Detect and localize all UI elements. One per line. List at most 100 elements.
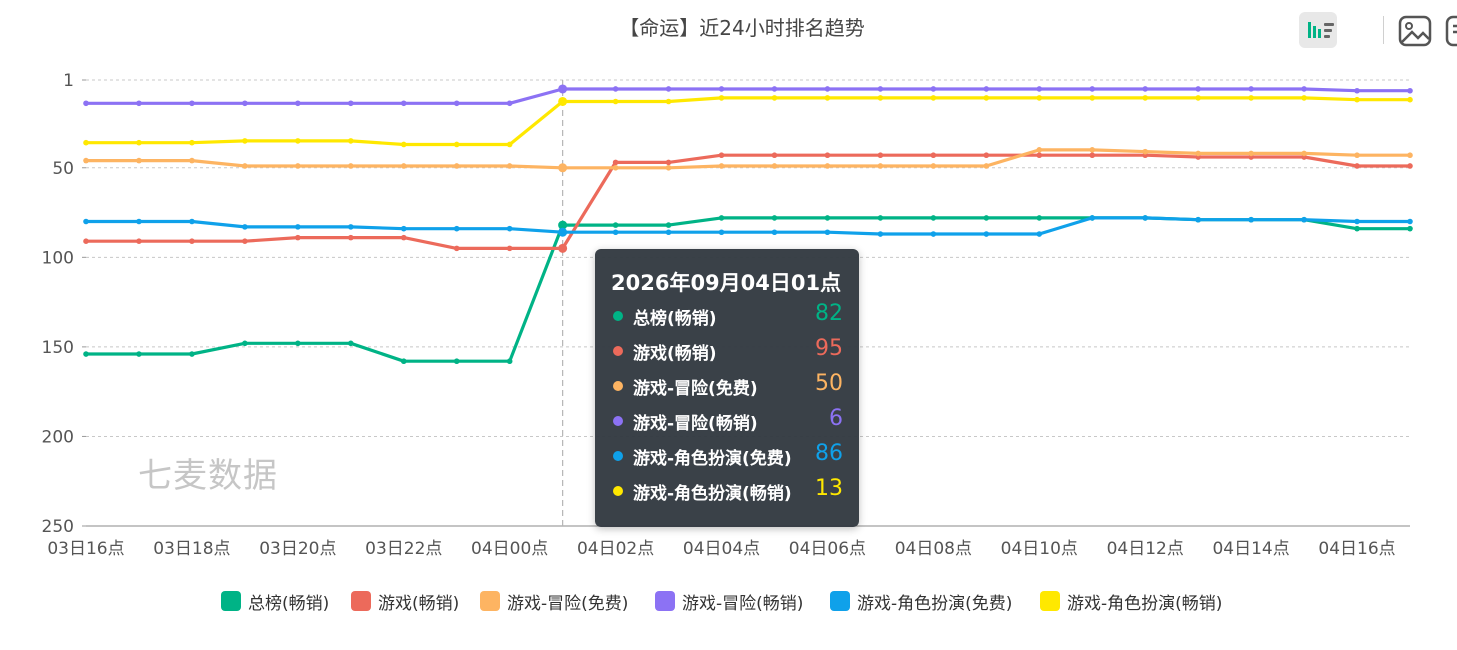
tooltip-series-name: 总榜(畅销) [633,309,717,329]
data-point [665,98,672,105]
data-point [877,152,884,159]
series-line [84,96,1412,147]
data-point [400,100,407,107]
data-point [1407,225,1413,232]
data-point [665,159,672,166]
data-point [83,238,89,245]
data-point [718,163,725,169]
data-point [506,163,513,169]
data-point [506,225,513,232]
data-point [1354,225,1360,232]
watermark: 七麦数据 [138,456,278,496]
data-point [771,95,778,101]
data-point [718,229,725,236]
save-image-icon [1398,15,1432,47]
tooltip-series-name: 游戏-冒险(免费) [633,379,758,399]
x-tick-label: 03日22点 [365,539,442,559]
legend-swatch [351,591,371,611]
data-point [242,340,248,347]
data-point [824,215,831,221]
legend-label: 游戏-角色扮演(畅销) [1067,594,1223,614]
data-point [400,163,407,169]
legend: 总榜(畅销) 游戏(畅销) 游戏-冒险(免费) 游戏-冒险(畅销) 游戏-角色扮… [0,588,1457,614]
data-point [824,163,831,169]
data-point [1195,95,1201,101]
legend-swatch [480,591,500,611]
data-point [718,215,725,221]
data-point [400,234,407,241]
data-view-button[interactable] [1441,12,1457,48]
legend-label: 总榜(畅销) [248,594,330,614]
data-point [400,225,407,232]
x-tick-label: 04日10点 [1001,539,1078,559]
legend-swatch [221,591,241,611]
data-point [295,224,301,230]
y-tick-label: 50 [52,159,74,179]
data-point [348,163,354,169]
save-image-button[interactable] [1397,12,1435,48]
data-point [771,86,778,92]
data-point [930,86,937,92]
legend-label: 游戏-角色扮演(免费) [857,594,1013,614]
data-point [506,358,513,365]
data-point [930,95,937,101]
data-point [453,245,460,252]
bar-line-toggle-button[interactable] [1299,12,1337,48]
data-point [295,340,301,347]
tooltip-row: 游戏(畅销) 95 [611,336,843,367]
y-tick-label: 200 [42,427,74,447]
data-point [1248,86,1254,92]
data-point [189,139,195,146]
data-point [612,164,619,171]
data-point [348,234,354,241]
data-point [189,218,195,225]
data-point [930,152,937,159]
x-tick-label: 04日08点 [895,539,972,559]
x-tick-label: 04日16点 [1318,539,1395,559]
data-point [771,163,778,169]
x-tick-label: 03日16点 [47,539,124,559]
data-point [136,218,142,225]
tooltip-series-value: 6 [829,406,843,431]
data-point [771,215,778,221]
data-point [1407,152,1413,159]
data-point [877,163,884,169]
data-point [1248,95,1254,101]
tooltip-series-name: 游戏-角色扮演(畅销) [633,484,792,504]
data-point [189,100,195,107]
data-point [1089,147,1096,153]
data-point [718,86,725,92]
data-point [295,234,301,241]
series-dot [613,381,623,391]
y-tick-label: 150 [42,338,74,358]
data-point [665,86,672,92]
y-tick-label: 100 [42,248,74,268]
data-point [1142,215,1148,221]
data-point [771,229,778,236]
tooltip-row: 游戏-角色扮演(畅销) 13 [611,476,843,507]
data-point [348,340,354,347]
data-point [983,152,990,159]
toolbar-separator [1383,16,1384,44]
data-point [1036,86,1043,92]
data-point [1036,147,1043,153]
tooltip-series-value: 86 [815,441,843,466]
data-point [558,243,568,253]
data-point [400,141,407,148]
data-point [83,351,89,357]
data-point [983,86,990,92]
tooltip: 2026年09月04日01点 总榜(畅销) 82 游戏(畅销) 95 游戏-冒险… [595,249,859,527]
data-view-icon [1445,15,1457,47]
data-point [824,95,831,101]
data-point [242,138,248,144]
data-point [136,100,142,107]
data-point [771,152,778,159]
data-point [1301,216,1307,223]
tooltip-series-name: 游戏-冒险(畅销) [633,414,758,434]
legend-swatch [655,591,675,611]
data-point [983,163,990,169]
data-point [242,224,248,230]
data-point [558,227,568,237]
data-point [506,100,513,107]
